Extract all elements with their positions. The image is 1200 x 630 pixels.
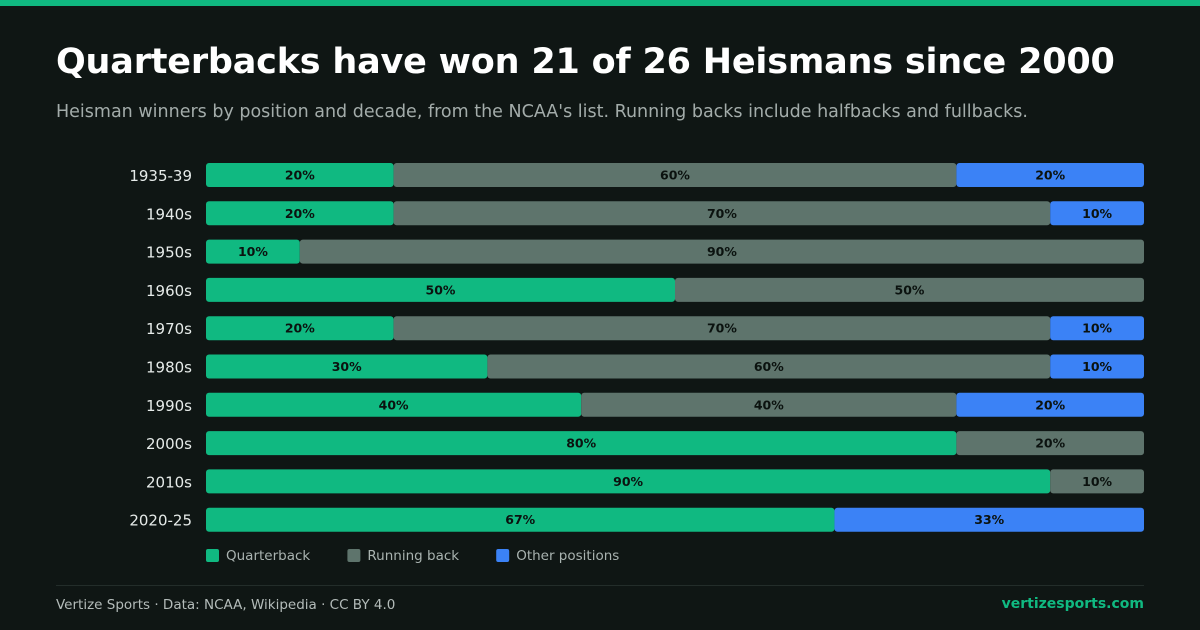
data-label: 20% — [1035, 397, 1065, 412]
data-label: 70% — [707, 206, 737, 221]
bar-segment-running-back — [393, 316, 1051, 341]
bar-segment-running-back — [393, 163, 957, 187]
bar-segment-running-back — [393, 201, 1051, 226]
bar-segment-running-back — [1050, 469, 1144, 494]
category-label: 1940s — [146, 205, 192, 223]
data-label: 10% — [1082, 474, 1112, 489]
data-label: 10% — [238, 244, 268, 259]
category-label: 2020-25 — [129, 512, 192, 530]
site-link[interactable]: vertizesports.com — [1001, 596, 1144, 612]
data-label: 30% — [332, 359, 362, 374]
data-label: 40% — [754, 397, 784, 412]
bar-segment-other-positions — [1050, 354, 1144, 379]
bar-segment-other-positions — [1050, 201, 1144, 226]
category-label: 1960s — [146, 282, 192, 300]
category-label: 1950s — [146, 244, 192, 262]
data-label: 60% — [754, 359, 784, 374]
data-label: 80% — [566, 436, 596, 451]
legend-label: Other positions — [516, 548, 619, 564]
footer-divider — [56, 585, 1144, 586]
bar-segment-running-back — [675, 277, 1144, 302]
data-label: 70% — [707, 321, 737, 336]
bar-segment-quarterback — [206, 431, 957, 456]
bar-segment-quarterback — [206, 354, 488, 379]
data-label: 20% — [285, 206, 315, 221]
data-label: 40% — [379, 397, 409, 412]
bar-segment-quarterback — [206, 469, 1051, 494]
bar-segment-running-back — [581, 392, 957, 417]
legend-label: Quarterback — [226, 548, 310, 564]
bar-segment-quarterback — [206, 201, 394, 226]
bar-segment-running-back — [956, 431, 1144, 456]
legend-swatch-other-positions — [496, 549, 510, 562]
bar-segment-running-back — [487, 354, 1051, 379]
bar-segment-quarterback — [206, 507, 835, 532]
data-label: 60% — [660, 168, 690, 183]
bar-segment-other-positions — [956, 392, 1144, 417]
accent-bar — [0, 0, 1200, 6]
legend-swatch-quarterback — [206, 549, 219, 562]
data-label: 50% — [426, 282, 456, 297]
chart-title: Quarterbacks have won 21 of 26 Heismans … — [56, 42, 1115, 82]
bar-segment-other-positions — [956, 163, 1144, 187]
bar-segment-other-positions — [834, 507, 1144, 532]
data-label: 10% — [1082, 359, 1112, 374]
category-label: 2000s — [146, 435, 192, 453]
data-label: 10% — [1082, 321, 1112, 336]
category-label: 2010s — [146, 473, 192, 491]
data-label: 50% — [895, 282, 925, 297]
data-label: 20% — [1035, 436, 1065, 451]
bar-segment-other-positions — [1050, 316, 1144, 341]
data-label: 20% — [1035, 168, 1065, 183]
bar-segment-quarterback — [206, 163, 394, 187]
data-label: 90% — [707, 244, 737, 259]
data-label: 20% — [285, 321, 315, 336]
stacked-bar-chart: 1935-39 20% 60% 20% 1940s 20% 70% 10% 1950s 10% 90… — [129, 163, 1144, 564]
legend-label: Running back — [367, 548, 459, 564]
category-label: 1935-39 — [129, 167, 192, 185]
category-label: 1980s — [146, 359, 192, 377]
bar-segment-quarterback — [206, 316, 394, 341]
chart-subtitle: Heisman winners by position and decade, … — [56, 102, 1028, 122]
legend-swatch-running-back — [347, 549, 361, 562]
bar-segment-quarterback — [206, 277, 675, 302]
data-label: 90% — [613, 474, 643, 489]
data-label: 10% — [1082, 206, 1112, 221]
bar-segment-running-back — [299, 239, 1144, 264]
bar-segment-quarterback — [206, 239, 300, 264]
data-label: 20% — [285, 168, 315, 183]
bar-segment-quarterback — [206, 392, 582, 417]
data-label: 67% — [505, 512, 535, 527]
category-label: 1990s — [146, 397, 192, 415]
source-credit: Vertize Sports · Data: NCAA, Wikipedia ·… — [56, 597, 396, 613]
data-label: 33% — [974, 512, 1004, 527]
category-label: 1970s — [146, 320, 192, 338]
